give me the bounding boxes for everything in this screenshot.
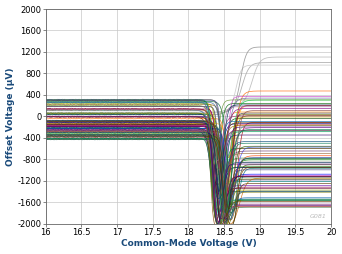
Y-axis label: Offset Voltage (µV): Offset Voltage (µV) xyxy=(5,67,15,166)
Text: G081: G081 xyxy=(310,214,327,219)
X-axis label: Common-Mode Voltage (V): Common-Mode Voltage (V) xyxy=(120,240,256,248)
